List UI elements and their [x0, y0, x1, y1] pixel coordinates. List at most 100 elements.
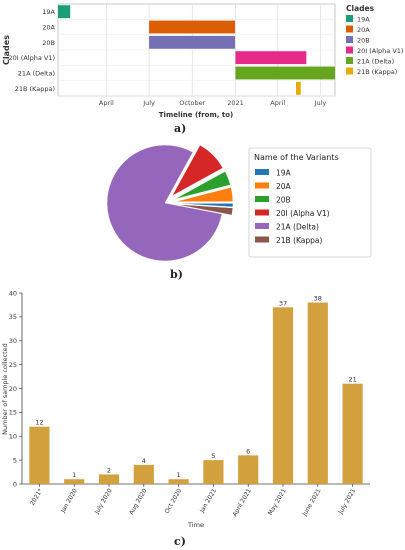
pie-legend-label: 20I (Alpha V1) — [276, 209, 330, 218]
timeline-legend-swatch — [346, 25, 353, 33]
timeline-bar — [235, 51, 307, 65]
timeline-x-tick-label: April — [99, 99, 114, 107]
samples-y-tick-label: 20 — [9, 385, 17, 393]
pie-slice — [106, 144, 223, 262]
pie-legend-swatch — [255, 236, 269, 243]
timeline-x-tick-label: April — [270, 99, 285, 107]
timeline-y-tick-label: 19A — [42, 8, 55, 16]
samples-x-tick-label: April 2021 — [231, 487, 253, 517]
samples-bar — [64, 479, 85, 484]
samples-y-tick-label: 10 — [9, 433, 17, 441]
samples-y-tick-label: 25 — [9, 361, 17, 369]
timeline-legend-label: 20A — [357, 26, 370, 34]
samples-x-tick-label: July 2020 — [93, 487, 114, 516]
pie-legend-swatch — [255, 196, 269, 202]
timeline-legend-swatch — [346, 36, 353, 43]
pie-legend-label: 21A (Delta) — [276, 223, 319, 232]
timeline-x-tick-label: July — [142, 99, 155, 107]
pie-slice — [174, 203, 234, 208]
samples-bar — [98, 474, 120, 484]
samples-y-tick-label: 30 — [9, 337, 17, 345]
timeline-y-axis-title: Clades — [2, 35, 11, 65]
samples-bar-value-label: 1 — [177, 471, 181, 479]
pie-legend-swatch — [255, 182, 269, 189]
timeline-y-tick-label: 20A — [42, 24, 55, 32]
timeline-y-tick-label: 21B (Kappa) — [15, 85, 55, 93]
samples-bar-value-label: 12 — [35, 419, 43, 427]
samples-bar-value-label: 37 — [279, 299, 287, 307]
timeline-bar — [235, 66, 335, 80]
pie-legend-label: 21B (Kappa) — [276, 236, 322, 245]
samples-bar-value-label: 6 — [246, 447, 250, 455]
clade-timeline-chart: 19A 20A 20B 20I (Alpha V1) 21A (Delta) 21B (K… — [2, 3, 403, 119]
samples-bar — [272, 307, 294, 484]
samples-x-tick-label: June 2021 — [301, 487, 323, 518]
timeline-y-tick-label: 20B — [42, 39, 55, 47]
samples-x-axis-title: Time — [187, 521, 204, 529]
pie-legend-label: 19A — [276, 169, 292, 178]
samples-bar — [133, 464, 154, 484]
timeline-legend-swatch — [346, 57, 353, 64]
samples-y-tick-label: 40 — [9, 289, 17, 297]
timeline-x-axis-title: Timeline (from, to) — [159, 111, 233, 119]
samples-x-tick-label: Jan 2020 — [59, 487, 79, 514]
panel-label-a: a) — [174, 122, 187, 135]
timeline-legend-label: 20B — [357, 37, 370, 45]
samples-bar — [238, 455, 259, 484]
samples-bar-value-label: 38 — [314, 295, 322, 303]
samples-y-tick-label: 15 — [9, 409, 17, 417]
samples-bar-value-label: 4 — [142, 457, 146, 465]
timeline-legend-title: Clades — [346, 4, 375, 13]
panel-label-b: b) — [170, 268, 183, 281]
samples-bar-value-label: 21 — [348, 376, 356, 384]
samples-bar-value-label: 1 — [72, 471, 76, 479]
pie-legend-label: 20B — [276, 196, 291, 205]
pie-legend-label: 20A — [276, 182, 292, 191]
samples-bar — [203, 460, 224, 484]
timeline-y-tick-label: 20I (Alpha V1) — [9, 54, 55, 62]
pie-slice — [174, 187, 234, 202]
pie-legend-swatch — [255, 209, 269, 216]
pie-slice — [171, 144, 224, 197]
pie-legend-swatch — [255, 169, 269, 175]
timeline-x-tick-label: 2021 — [227, 99, 244, 107]
timeline-legend-label: 19A — [357, 16, 370, 24]
timeline-bar — [58, 5, 71, 19]
samples-bar-value-label: 2 — [107, 466, 111, 474]
samples-y-tick-label: 0 — [13, 480, 17, 488]
timeline-legend-swatch — [346, 67, 353, 75]
timeline-x-tick-label: October — [179, 99, 205, 107]
samples-bar — [342, 383, 363, 484]
samples-y-tick-label: 5 — [13, 456, 17, 464]
samples-y-tick-label: 35 — [9, 313, 17, 321]
samples-x-tick-label: Oct 2020 — [163, 487, 183, 515]
samples-bar — [168, 479, 189, 484]
timeline-legend-label: 20I (Alpha V1) — [357, 47, 403, 55]
samples-x-tick-label: 2021* — [29, 488, 44, 507]
samples-x-tick-label: Aug 2020 — [128, 487, 149, 516]
samples-x-tick-label: May 2021 — [267, 487, 288, 516]
samples-bar — [307, 302, 328, 484]
samples-x-tick-label: Jan 2021 — [198, 487, 218, 514]
samples-x-tick-label: July 2021 — [337, 487, 358, 516]
pie-legend-swatch — [255, 223, 269, 229]
pie-legend-title: Name of the Variants — [254, 153, 339, 162]
samples-y-axis-title: Number of sample collected — [1, 343, 9, 435]
pie-slice — [174, 204, 234, 216]
pie-legend-box — [248, 147, 372, 258]
timeline-legend-swatch — [346, 15, 353, 22]
timeline-y-tick-label: 21A (Delta) — [18, 70, 55, 78]
timeline-legend-label: 21B (Kappa) — [357, 68, 397, 76]
timeline-bar — [149, 35, 235, 49]
timeline-legend-label: 21A (Delta) — [357, 58, 394, 66]
samples-bar — [29, 426, 50, 484]
variant-pie-chart: Name of the Variants 19A 20A 20B 20I (Alpha… — [106, 144, 372, 262]
timeline-x-tick-label: July — [314, 99, 327, 107]
pie-slice — [174, 171, 231, 200]
panel-label-c: c) — [174, 535, 186, 548]
samples-bar-value-label: 5 — [211, 452, 215, 460]
timeline-bar — [149, 20, 235, 34]
timeline-bar — [296, 81, 301, 95]
timeline-legend-swatch — [346, 46, 353, 54]
